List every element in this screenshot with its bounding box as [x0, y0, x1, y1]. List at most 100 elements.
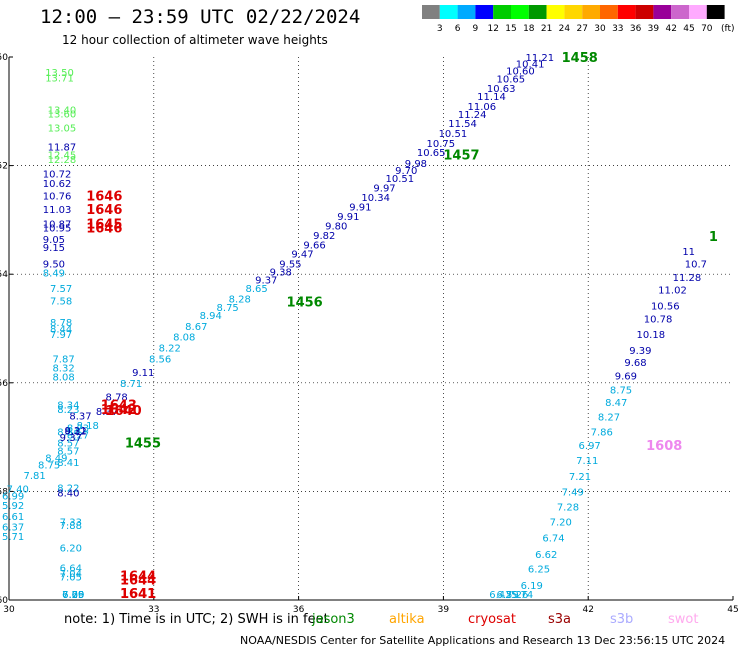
wave-height-label: 11.02 — [658, 285, 687, 296]
wave-height-label: 10.87 — [43, 220, 72, 231]
colorbar-swatch — [706, 5, 725, 19]
wave-height-label: 13.60 — [48, 109, 77, 120]
wave-height-label: 8.78 — [106, 392, 128, 403]
colorbar-swatch — [546, 5, 565, 19]
pass-time-label: 1643 — [101, 399, 137, 414]
wave-height-label: 6.59 — [496, 590, 518, 601]
satellite-legend-swot: swot — [668, 612, 699, 627]
wave-height-label: 8.41 — [57, 458, 79, 469]
pass-time-label: 1642 — [101, 403, 137, 418]
wave-height-label: 7.20 — [550, 517, 572, 528]
wave-height-label: 8.18 — [77, 421, 99, 432]
wave-height-label: 10.7 — [685, 259, 707, 270]
wave-height-label: 7.57 — [50, 284, 72, 295]
y-tick-label: -58 — [0, 487, 8, 497]
wave-height-label: 6.62 — [535, 550, 557, 561]
wave-height-label: 9.38 — [270, 267, 292, 278]
pass-time-label: 1458 — [562, 51, 598, 66]
wave-height-label: 6.19 — [521, 581, 543, 592]
wave-height-label: 9.70 — [395, 166, 417, 177]
plot-axes: 30 33 36 39 42 45 -50 -52 -54 -56 -58 -60 — [0, 53, 739, 615]
wave-height-label: 5.71 — [2, 532, 24, 543]
wave-height-label: 8.49 — [45, 454, 67, 465]
colorbar-tick-label: 33 — [612, 24, 623, 34]
wave-height-label: 10.65 — [417, 148, 446, 159]
wave-height-label: 9.50 — [43, 259, 65, 270]
wave-height-label: 7.88 — [60, 521, 82, 532]
satellite-legend-s3b: s3b — [610, 612, 634, 627]
wave-height-label: 13.05 — [48, 124, 77, 135]
colorbar: 3 6 9 12 15 18 21 24 27 30 33 36 39 42 45 70 (ft) — [422, 5, 735, 34]
chart-subtitle: 12 hour collection of altimeter wave hei… — [62, 33, 328, 47]
pass-time-label: 1608 — [646, 439, 682, 454]
wave-height-label: 8.21 — [65, 426, 87, 437]
pass-time-label: 1646 — [86, 222, 122, 237]
wave-height-label: 7.49 — [562, 487, 584, 498]
colorbar-swatch — [564, 5, 583, 19]
wave-height-label: 6.74 — [542, 534, 564, 545]
wave-height-label: 7.26 — [506, 590, 528, 601]
wave-height-label: 11.87 — [48, 143, 77, 154]
wave-height-label: 8.27 — [598, 412, 620, 423]
colorbar-tick-label: 12 — [487, 24, 498, 34]
pass-time-label: 1641 — [120, 587, 156, 602]
wave-height-label: 10.72 — [43, 170, 72, 181]
wave-height-label: 7.79 — [62, 590, 84, 601]
satellite-legend-jason3: jason3 — [312, 612, 355, 627]
wave-height-label: 8.67 — [185, 322, 207, 333]
wave-height-label: 9.37 — [60, 433, 82, 444]
wave-height-label: 7.97 — [50, 330, 72, 341]
wave-height-label: 10.56 — [651, 302, 680, 313]
colorbar-tick-label: 27 — [576, 24, 587, 34]
colorbar-swatch — [582, 5, 600, 19]
wave-height-label: 7.05 — [62, 590, 84, 601]
wave-height-label: 8.57 — [57, 447, 79, 458]
wave-height-label: 6.60 — [62, 590, 84, 601]
colorbar-swatch — [635, 5, 654, 19]
wave-height-label: 6.37 — [2, 523, 24, 534]
wave-height-label: 9.98 — [405, 159, 427, 170]
wave-height-label: 13.50 — [45, 68, 74, 79]
wave-height-label: 8.54 — [57, 428, 79, 439]
wave-height-label: 8.65 — [246, 284, 268, 295]
wave-height-label: 6.97 — [579, 441, 601, 452]
pass-time-label: 1644 — [120, 573, 156, 588]
wave-height-label: 10.63 — [487, 84, 516, 95]
wave-height-label: 8.94 — [200, 311, 222, 322]
wave-height-label: 12.28 — [48, 155, 77, 166]
wave-height-label: 13.40 — [48, 106, 77, 117]
wave-height-label: 9.91 — [349, 202, 371, 213]
wave-height-label: 11.14 — [477, 92, 506, 103]
wave-height-label: 10.41 — [516, 60, 545, 71]
wave-height-label: 13.71 — [45, 74, 74, 85]
colorbar-swatch — [457, 5, 476, 19]
colorbar-swatch — [600, 5, 618, 19]
wave-height-label: 11.06 — [468, 102, 497, 113]
pass-time-label: 1645 — [86, 218, 122, 233]
pass-time-label: 1 — [709, 230, 718, 245]
wave-height-label: 9.91 — [337, 212, 359, 223]
wave-height-label: 8.28 — [229, 295, 251, 306]
wave-height-label: 7.21 — [569, 472, 591, 483]
wave-height-label: 8.37 — [69, 411, 91, 422]
y-tick-label: -54 — [0, 270, 8, 280]
wave-height-label: 9.15 — [43, 243, 65, 254]
x-tick-label: 42 — [582, 605, 593, 615]
wave-height-label: 9.37 — [255, 276, 277, 287]
wave-height-label: 7.87 — [52, 354, 74, 365]
credit-line: NOAA/NESDIS Center for Satellite Applica… — [240, 634, 726, 647]
colorbar-tick-label: 42 — [665, 24, 676, 34]
wave-height-label: 11.24 — [458, 110, 487, 121]
wave-height-label: 8.22 — [57, 484, 79, 495]
wave-height-label: 9.97 — [373, 183, 395, 194]
pass-time-label: 1644 — [120, 570, 156, 585]
wave-height-label: 9.69 — [615, 372, 637, 383]
wave-height-label: 10.18 — [636, 330, 665, 341]
colorbar-tick-label: 30 — [594, 24, 606, 34]
pass-time-label: 1456 — [287, 295, 323, 310]
wave-height-label: 11.28 — [673, 273, 702, 284]
colorbar-unit: (ft) — [721, 24, 735, 34]
colorbar-tick-label: 39 — [648, 24, 660, 34]
wave-height-label: 6.61 — [2, 512, 24, 523]
